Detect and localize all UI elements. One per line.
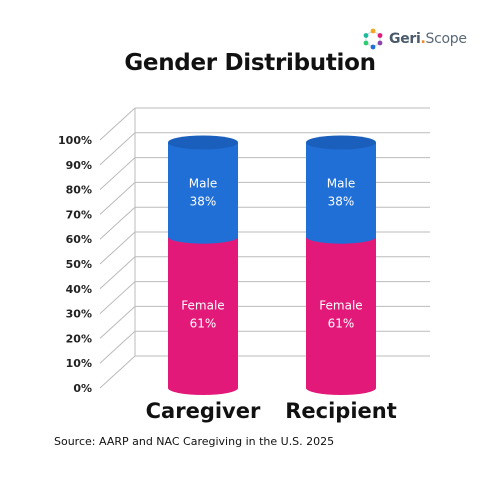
y-tick-label: 90% [66,159,92,172]
source-note: Source: AARP and NAC Caregiving in the U… [54,435,335,448]
logo-icon [363,28,383,50]
gridline-depth [99,182,136,215]
y-tick-label: 100% [58,134,92,147]
category-label: Caregiver [146,399,261,423]
chart-title: Gender Distribution [124,50,376,76]
male-series-label: Male [189,177,217,191]
female-series-label: Female [319,298,362,312]
female-data-label: 61% [190,316,217,330]
y-tick-label: 60% [66,233,92,246]
y-tick-label: 70% [66,208,92,221]
gridline-depth [99,231,136,265]
y-tick-label: 40% [66,283,92,296]
male-series-label: Male [327,177,355,191]
bar-top-cap [168,135,238,150]
y-tick-label: 50% [66,258,92,271]
y-tick-label: 30% [66,308,92,321]
bar-top-cap [306,135,376,150]
gridline-depth [99,107,136,141]
female-data-label: 61% [328,316,355,330]
gridline-depth [99,256,136,290]
gridline-depth [99,355,136,389]
gridline-depth [99,281,136,314]
y-tick-label: 0% [73,382,92,395]
female-series-label: Female [181,298,224,312]
y-tick-label: 10% [66,357,92,370]
y-tick-label: 80% [66,184,92,197]
male-bar [168,142,238,244]
logo-text: Geri.Scope [389,31,467,47]
male-bar [306,142,376,244]
geriscope-logo: Geri.Scope [362,28,467,50]
female-bar [168,236,238,395]
gridline-depth [99,306,136,339]
gridline-depth [99,206,136,240]
gridline-depth [99,157,136,190]
category-label: Recipient [285,399,397,423]
male-data-label: 38% [190,195,217,209]
gridline-depth [99,330,136,364]
y-tick-label: 20% [66,332,92,345]
gridline-depth [99,132,136,166]
female-bar [306,236,376,395]
male-data-label: 38% [328,195,355,209]
